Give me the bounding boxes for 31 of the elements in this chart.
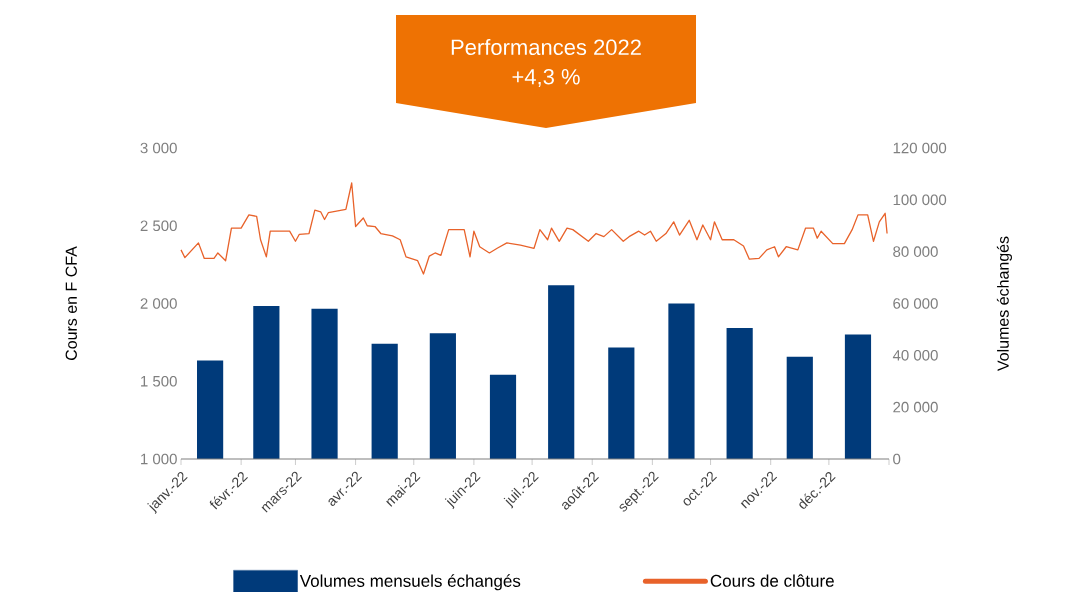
y2-axis-title: Volumes échangés: [996, 236, 1012, 372]
y-tick-label: 1 500: [141, 375, 177, 387]
bar: [311, 308, 338, 459]
y-axis-title: Cours en F CFA: [65, 246, 77, 361]
y2-tick-label: 0: [893, 453, 901, 465]
legend-label: Cours de clôture: [710, 574, 834, 587]
line-series: [180, 182, 888, 275]
bar: [489, 374, 517, 459]
y-tick-label: 1 000: [141, 453, 177, 465]
bar: [429, 333, 456, 459]
bar: [371, 343, 398, 459]
y2-tick-label: 100 000: [893, 194, 947, 206]
legend-label: Volumes mensuels échangés: [299, 574, 521, 591]
y2-tick-label: 120 000: [893, 142, 947, 154]
y2-tick-label: 80 000: [893, 246, 938, 257]
chart-title: Performances 2022: [451, 38, 641, 56]
bar: [668, 303, 695, 459]
y-tick-label: 2 000: [140, 298, 177, 309]
bar: [726, 328, 753, 459]
y2-tick-label: 40 000: [892, 350, 938, 361]
y2-tick-label: 60 000: [893, 298, 938, 309]
bar: [608, 347, 635, 459]
y-tick-label: 3 000: [140, 142, 177, 154]
y2-tick-label: 20 000: [893, 401, 938, 413]
bar: [548, 285, 575, 459]
bar: [786, 356, 813, 459]
bar: [844, 334, 872, 459]
y-tick-label: 2 500: [140, 220, 177, 232]
bar: [197, 360, 224, 459]
chart-subtitle: +4,3 %: [512, 68, 580, 88]
bar: [253, 306, 280, 459]
